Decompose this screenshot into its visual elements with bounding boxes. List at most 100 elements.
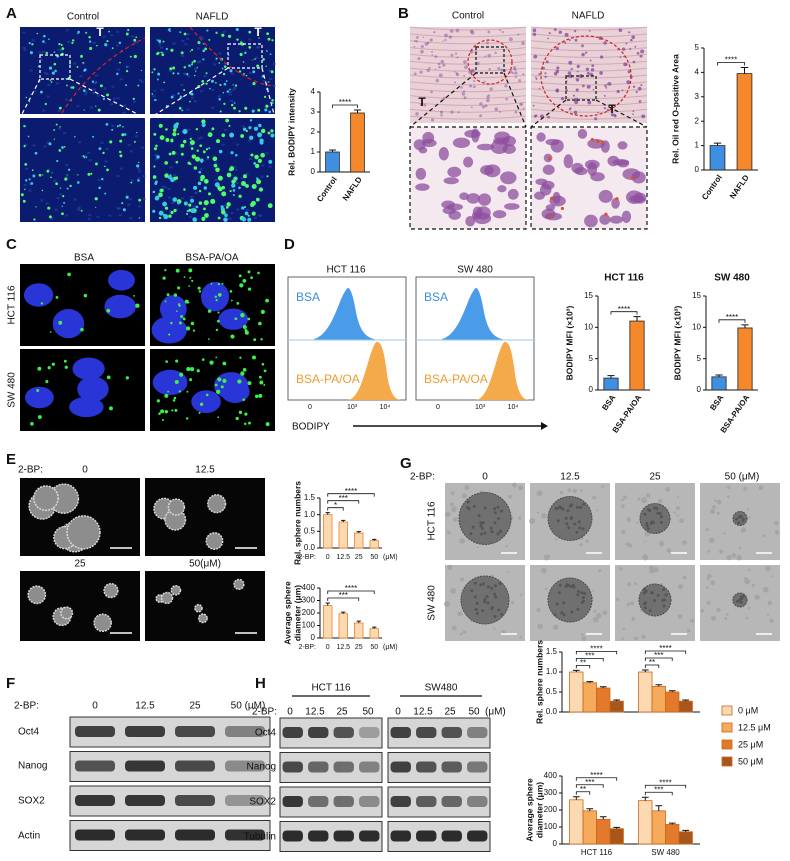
cell — [739, 515, 743, 519]
y-tick-label: 0.0 — [546, 707, 558, 716]
texture — [530, 81, 648, 86]
cell — [643, 606, 647, 610]
lipid-dot — [173, 123, 179, 128]
lipid-dot — [186, 390, 189, 393]
lipid-dot — [67, 272, 71, 277]
sphere — [160, 591, 174, 605]
significance-bracket — [575, 651, 618, 655]
lipid-dot — [163, 214, 169, 220]
zoom-frame — [530, 126, 648, 230]
texture — [530, 101, 648, 106]
texture — [167, 188, 171, 191]
lipid-dot — [97, 108, 101, 112]
texture — [221, 143, 225, 146]
lipid-dot — [231, 179, 236, 184]
cell — [484, 55, 487, 58]
nucleus — [447, 166, 462, 178]
lipid-dot — [35, 206, 37, 208]
lipid-dot — [51, 172, 53, 174]
lipid-dot — [244, 211, 249, 216]
lipid-dot — [104, 165, 106, 168]
texture — [666, 548, 672, 553]
lipid-dot — [173, 396, 177, 400]
lipid-dot — [164, 410, 169, 414]
bar — [665, 691, 680, 713]
lipid-dot — [228, 34, 232, 38]
cell — [420, 49, 424, 54]
texture — [643, 540, 646, 543]
y-tick-label: 3 — [311, 107, 316, 116]
cell — [522, 73, 525, 76]
cell — [468, 71, 471, 74]
lipid-dot — [133, 140, 136, 143]
blot-band — [467, 761, 488, 773]
texture — [116, 97, 120, 100]
lipid-dot — [248, 45, 252, 49]
lipid-dot — [25, 179, 28, 182]
cell — [605, 87, 608, 89]
cell — [488, 94, 490, 96]
lipid-dot — [158, 412, 161, 415]
texture — [76, 105, 80, 108]
lipid-dot — [172, 128, 177, 133]
texture — [25, 167, 29, 170]
lipid-dot — [238, 194, 242, 198]
y-tick-label: 1.0 — [546, 667, 558, 676]
label: SW 480 — [7, 372, 18, 408]
lipid-dot — [189, 367, 195, 372]
nucleus — [587, 138, 605, 149]
y-tick-label: 10 — [692, 322, 701, 331]
blot-band — [282, 796, 303, 807]
nucleus — [563, 154, 574, 169]
lipid-dot — [109, 140, 113, 144]
label: SW 480 — [457, 265, 493, 276]
image-bg — [531, 27, 647, 123]
bar — [338, 521, 348, 549]
lipid-dot — [159, 135, 165, 140]
texture — [180, 54, 184, 57]
lipid-dot — [125, 84, 128, 87]
lipid-dot — [164, 173, 169, 178]
lipid-dot — [260, 338, 263, 341]
lipid-dot — [213, 163, 218, 168]
lipid-dot — [60, 44, 63, 46]
lipid-dot — [207, 309, 212, 313]
texture — [544, 587, 548, 591]
texture — [726, 613, 729, 616]
texture — [592, 589, 595, 592]
cell — [636, 51, 640, 55]
cell — [635, 90, 638, 93]
lipid-dot — [50, 81, 53, 83]
lipid-dot — [190, 321, 195, 326]
flow-tick-label: 10⁴ — [508, 404, 519, 411]
lipid-dot — [99, 84, 103, 88]
lipid-dot — [207, 132, 213, 138]
lipid-dot — [154, 181, 158, 185]
cell — [581, 52, 585, 57]
texture — [129, 150, 133, 153]
lipid-dot — [160, 51, 163, 54]
lipid-dot — [108, 30, 110, 33]
texture — [249, 71, 253, 74]
texture — [508, 494, 512, 499]
lipid-dot — [89, 46, 93, 50]
texture — [88, 159, 92, 162]
cell — [606, 83, 609, 86]
blot-band — [359, 830, 380, 842]
lipid-dot — [119, 150, 122, 154]
lipid-dot — [217, 186, 222, 190]
lipid-dot — [242, 325, 247, 329]
lipid-dot — [135, 303, 140, 308]
bar — [638, 800, 653, 845]
texture — [196, 61, 200, 64]
cell — [500, 509, 504, 513]
flow-population: BSA — [424, 290, 448, 304]
lipid-dot — [241, 216, 247, 222]
nucleus — [23, 283, 54, 307]
lipid-dot — [160, 188, 164, 193]
micrograph — [615, 483, 695, 561]
lipid-dot — [206, 29, 209, 32]
lipid-dot — [234, 176, 238, 180]
cell — [555, 88, 559, 92]
cell — [634, 45, 637, 48]
